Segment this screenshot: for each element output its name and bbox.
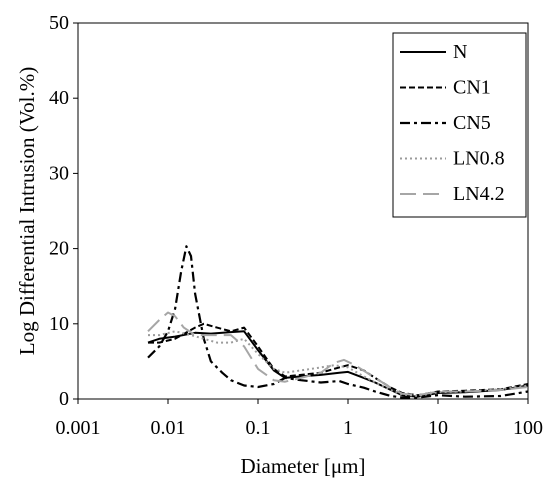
legend-box — [392, 32, 527, 218]
series-line-n — [147, 330, 529, 398]
x-tick-label: 1 — [343, 417, 353, 439]
series-group — [147, 245, 529, 399]
plot-area-frame — [77, 22, 529, 400]
y-axis-title: Log Differential Intrusion (Vol.%) — [15, 67, 39, 356]
x-axis-ticks: 0.001 0.01 0.1 1 10 100 — [56, 399, 543, 439]
legend-label: CN1 — [453, 77, 491, 99]
legend-label: CN5 — [453, 112, 491, 134]
y-tick-label: 10 — [49, 313, 69, 335]
x-axis-title: Diameter [μm] — [241, 454, 366, 478]
x-tick-label: 0.1 — [246, 417, 271, 439]
y-tick-label: 20 — [49, 238, 69, 260]
y-axis-title-group: Log Differential Intrusion (Vol.%) — [15, 67, 39, 356]
x-tick-label: 0.01 — [151, 417, 186, 439]
series-line-cn5 — [147, 245, 529, 399]
legend-label: LN0.8 — [453, 148, 505, 170]
y-tick-label: 40 — [49, 87, 69, 109]
y-tick-label: 50 — [49, 12, 69, 34]
y-tick-label: 30 — [49, 162, 69, 184]
legend-label: LN4.2 — [453, 183, 505, 205]
legend: N CN1 CN5 LN0.8 LN4.2 — [392, 32, 527, 218]
x-tick-label: 0.001 — [56, 417, 101, 439]
x-tick-label: 100 — [513, 417, 543, 439]
y-axis-ticks: 0 10 20 30 40 50 — [49, 12, 78, 410]
x-tick-label: 10 — [428, 417, 448, 439]
y-tick-label: 0 — [59, 388, 69, 410]
legend-label: N — [453, 41, 467, 63]
series-line-ln4-2 — [147, 311, 529, 397]
